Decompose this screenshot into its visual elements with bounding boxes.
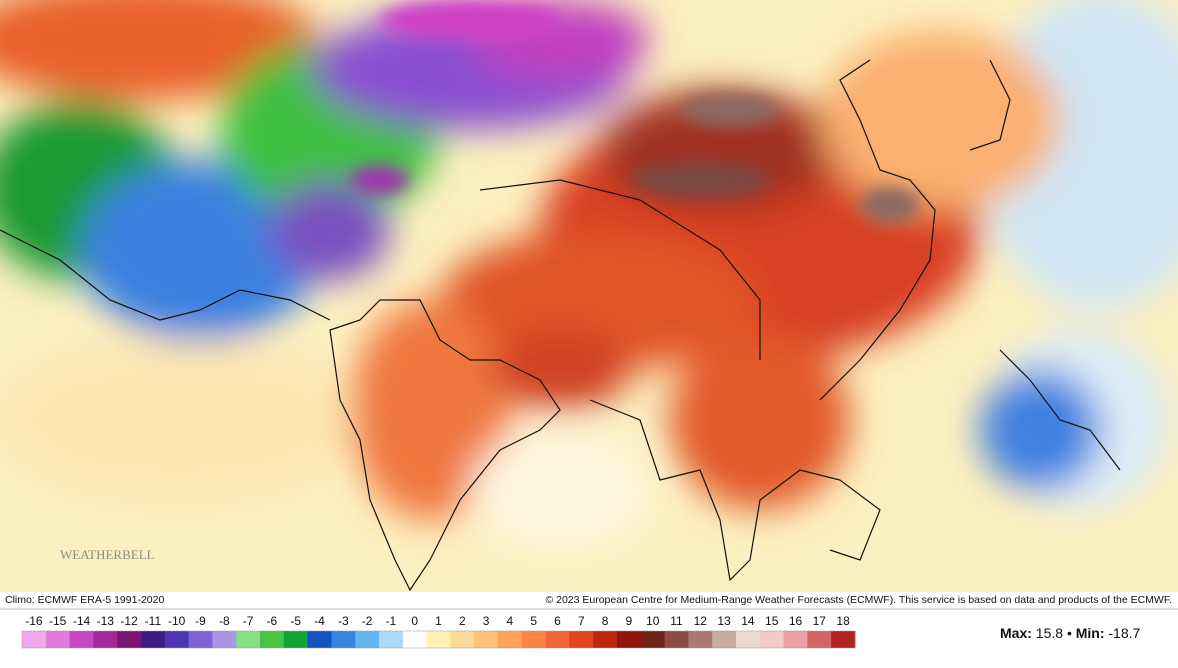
color-swatch — [736, 631, 761, 648]
color-swatch — [69, 631, 94, 648]
color-swatch — [474, 631, 499, 648]
logo: WEATHERBELL — [60, 547, 155, 562]
colorbar-tick-label: -3 — [338, 614, 349, 628]
colorbar-tick-label: 2 — [459, 614, 466, 628]
colorbar-tick-label: 13 — [717, 614, 731, 628]
stats: Max: 15.8 • Min: -18.7 — [1000, 625, 1141, 641]
separator: • — [1067, 625, 1072, 641]
colorbar-tick-label: -10 — [168, 614, 186, 628]
color-swatch — [593, 631, 618, 648]
colorbar-tick-label: -15 — [49, 614, 67, 628]
climo-note: Climo: ECMWF ERA-5 1991-2020 — [5, 594, 164, 606]
copyright: © 2023 European Centre for Medium-Range … — [545, 594, 1172, 606]
colorbar-frame — [21, 630, 856, 649]
colorbar: -16 -15 -14 -13 -12 -11 -10 -9 -8 -7 -6 -5 -4 -3 -2 -1 0… — [21, 614, 856, 649]
color-swatch — [426, 631, 451, 648]
colorbar-tick-label: -13 — [97, 614, 115, 628]
india-outline — [329, 299, 561, 592]
colorbar-tick-label: 7 — [578, 614, 585, 628]
color-swatch — [260, 631, 285, 648]
color-swatch — [617, 631, 642, 648]
border — [479, 179, 761, 360]
colorbar-tick-label: -1 — [386, 614, 397, 628]
philippines-coast — [999, 349, 1121, 471]
color-swatch — [402, 631, 428, 648]
colorbar-tick-label: -7 — [243, 614, 254, 628]
colorbar-tick-label: 11 — [670, 614, 683, 628]
colorbar-tick-label: 16 — [789, 614, 803, 628]
color-swatch — [283, 631, 309, 648]
colorbar-tick-label: 12 — [694, 614, 708, 628]
color-swatch — [712, 631, 737, 648]
colorbar-tick-label: 6 — [554, 614, 561, 628]
china-coast — [819, 59, 936, 401]
anomaly-detail — [350, 0, 920, 223]
colorbar-tick-label: 8 — [602, 614, 609, 628]
color-swatch — [831, 631, 856, 648]
color-swatch — [331, 631, 356, 648]
color-swatch — [688, 631, 713, 648]
color-swatch — [640, 631, 666, 648]
color-swatch — [212, 631, 237, 648]
colorbar-tick-label: 18 — [836, 614, 850, 628]
colorbar-tick-label: 9 — [626, 614, 633, 628]
color-swatch — [141, 631, 166, 648]
colorbar-tick-label: -2 — [362, 614, 373, 628]
colorbar-tick-label: -9 — [195, 614, 206, 628]
colorbar-tick-label: -8 — [219, 614, 230, 628]
arabia-coast — [0, 229, 331, 321]
colorbar-tick-label: -14 — [73, 614, 91, 628]
color-swatch — [22, 631, 47, 648]
colorbar-tick-label: 15 — [765, 614, 779, 628]
color-swatch — [188, 631, 213, 648]
se-asia-coast — [589, 399, 881, 582]
colorbar-tick-label: -4 — [314, 614, 325, 628]
colorbar-tick-label: 1 — [435, 614, 442, 628]
colorbar-tick-label: -16 — [25, 614, 43, 628]
color-swatch — [93, 631, 118, 648]
min-label: Min: — [1076, 625, 1105, 641]
colorbar-tick-label: -6 — [267, 614, 278, 628]
color-swatch — [379, 631, 404, 648]
colorbar-tick-label: 3 — [483, 614, 490, 628]
color-swatch — [783, 631, 808, 648]
color-swatch — [117, 631, 142, 648]
coastlines — [0, 59, 1121, 592]
colorbar-tick-label: 17 — [813, 614, 827, 628]
max-label: Max: — [1000, 625, 1032, 641]
color-swatch — [759, 631, 785, 648]
colorbar-tick-label: 10 — [646, 614, 660, 628]
colorbar-tick-label: -5 — [290, 614, 301, 628]
max-value: 15.8 — [1036, 625, 1063, 641]
color-swatch — [521, 631, 547, 648]
color-swatch — [807, 631, 832, 648]
color-swatch — [164, 631, 190, 648]
color-swatch — [569, 631, 594, 648]
colorbar-tick-label: 14 — [741, 614, 755, 628]
colorbar-tick-label: 4 — [507, 614, 514, 628]
colorbar-tick-label: 0 — [411, 614, 418, 628]
colorbar-tick-label: 5 — [530, 614, 537, 628]
color-swatch — [236, 631, 261, 648]
color-swatch — [450, 631, 475, 648]
japan-coast — [969, 59, 1011, 151]
color-swatch — [498, 631, 523, 648]
anomaly-field — [0, 0, 1178, 550]
color-swatch — [307, 631, 332, 648]
color-swatch — [45, 631, 71, 648]
map: WEATHERBELL — [0, 0, 1178, 592]
color-swatch — [545, 631, 570, 648]
colorbar-tick-label: -12 — [120, 614, 138, 628]
min-value: -18.7 — [1108, 625, 1140, 641]
color-swatch — [664, 631, 689, 648]
color-swatch — [355, 631, 380, 648]
colorbar-tick-label: -11 — [145, 614, 162, 628]
